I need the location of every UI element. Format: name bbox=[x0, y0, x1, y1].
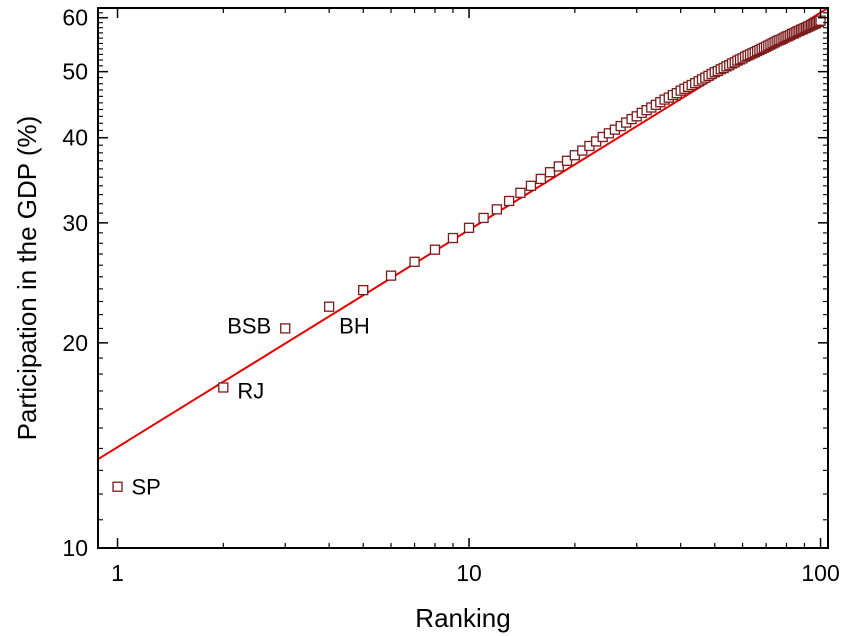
point-label: BH bbox=[339, 314, 370, 339]
data-point bbox=[280, 323, 291, 334]
y-tick-label: 50 bbox=[62, 59, 88, 85]
data-point bbox=[515, 187, 526, 199]
data-point bbox=[535, 173, 546, 185]
data-point bbox=[503, 195, 515, 207]
point-label: RJ bbox=[237, 378, 264, 403]
y-tick-label: 20 bbox=[62, 330, 88, 356]
data-point bbox=[478, 212, 489, 224]
y-tick-label: 60 bbox=[62, 5, 88, 31]
data-point bbox=[218, 382, 229, 393]
y-tick-label: 30 bbox=[62, 210, 88, 236]
data-point bbox=[112, 481, 123, 492]
x-tick-label: 1 bbox=[111, 560, 124, 586]
data-point bbox=[561, 155, 573, 166]
y-tick-label: 10 bbox=[62, 535, 88, 561]
y-tick-label: 40 bbox=[62, 125, 88, 151]
point-label: BSB bbox=[227, 313, 271, 338]
data-point bbox=[525, 180, 537, 191]
plot-frame bbox=[97, 7, 829, 549]
data-point bbox=[544, 167, 556, 178]
point-label: SP bbox=[132, 475, 161, 500]
data-point bbox=[447, 232, 459, 244]
data-point bbox=[358, 284, 369, 296]
data-point bbox=[324, 301, 335, 312]
axes-layer: 1 10 100 10 20 30 40 50 60 bbox=[62, 5, 839, 586]
annotation-layer: SP RJ BSB BH bbox=[132, 313, 370, 499]
data-point bbox=[463, 222, 475, 233]
data-point bbox=[429, 244, 441, 255]
x-tick-label: 10 bbox=[456, 560, 482, 586]
data-point bbox=[553, 161, 564, 172]
points-layer bbox=[112, 15, 826, 492]
x-tick-label: 100 bbox=[801, 560, 839, 586]
y-axis-title: Participation in the GDP (%) bbox=[12, 116, 42, 441]
x-axis-title: Ranking bbox=[415, 603, 510, 633]
data-point bbox=[385, 270, 397, 281]
data-point bbox=[491, 204, 503, 215]
data-point bbox=[409, 256, 420, 267]
